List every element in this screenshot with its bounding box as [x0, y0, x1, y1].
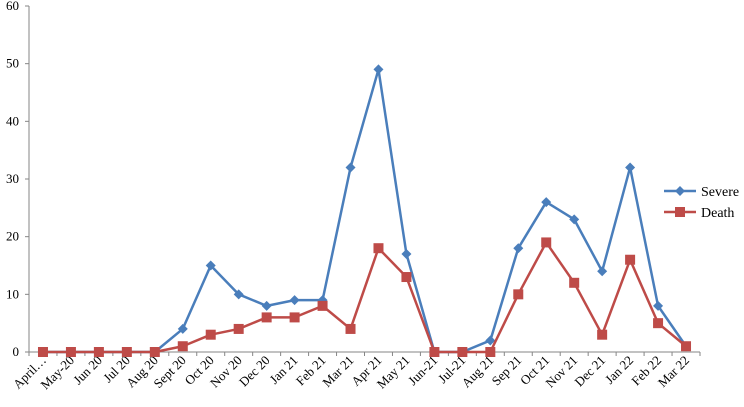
data-point-death: [597, 329, 608, 340]
data-point-death: [457, 347, 468, 357]
data-point-death: [317, 300, 328, 311]
legend-label: Death: [701, 206, 734, 221]
x-tick-label: Jun 20: [70, 353, 105, 388]
data-point-severe: [597, 266, 608, 277]
data-point-death: [569, 277, 580, 288]
data-point-severe: [653, 300, 664, 311]
axes: [25, 5, 701, 356]
data-point-severe: [345, 162, 356, 173]
x-tick-label: Mar 21: [319, 353, 356, 390]
x-tick-label: Jun-21: [405, 353, 441, 389]
x-tick-label: Dec 21: [571, 353, 608, 390]
data-point-severe: [373, 64, 384, 75]
data-point-death: [205, 329, 216, 340]
data-point-death: [429, 347, 440, 357]
series-death: [37, 237, 692, 357]
y-tick-label: 10: [6, 286, 19, 301]
y-tick-label: 0: [13, 344, 20, 359]
series-severe: [37, 64, 692, 357]
data-point-severe: [177, 323, 188, 334]
x-tick-label: Mar 22: [655, 353, 692, 390]
y-tick-label: 40: [6, 113, 19, 128]
legend-marker: [675, 186, 685, 196]
y-tick-labels: 0 10 20 30 40 50 60: [6, 0, 19, 359]
data-point-death: [485, 347, 496, 357]
data-point-severe: [233, 289, 244, 300]
data-point-death: [289, 312, 300, 323]
x-tick-label: Aug 21: [459, 353, 497, 391]
data-point-death: [233, 323, 244, 334]
data-point-death: [345, 323, 356, 334]
legend: Severe Death: [664, 185, 739, 221]
data-point-death: [37, 347, 48, 357]
data-point-severe: [569, 214, 580, 225]
series-layer: [37, 64, 692, 357]
data-point-death: [681, 341, 692, 352]
data-point-severe: [513, 243, 524, 254]
x-tick-label: Dec 20: [236, 353, 273, 390]
legend-marker: [675, 207, 685, 217]
data-point-death: [261, 312, 272, 323]
data-point-death: [177, 341, 188, 352]
x-tick-label: Nov 21: [542, 353, 580, 391]
y-tick-label: 30: [6, 171, 19, 186]
data-point-death: [541, 237, 552, 248]
data-point-death: [149, 347, 160, 357]
data-point-death: [121, 347, 132, 357]
x-tick-label: Sep 21: [489, 353, 525, 389]
data-point-death: [373, 243, 384, 254]
legend-item-severe: Severe: [664, 185, 739, 200]
x-tick-label: Sept 20: [150, 353, 188, 391]
data-point-death: [401, 272, 412, 283]
data-point-severe: [485, 335, 496, 346]
data-point-death: [93, 347, 104, 357]
data-point-severe: [205, 260, 216, 271]
series-line-death: [42, 241, 687, 354]
y-tick-label: 20: [6, 229, 19, 244]
data-point-death: [65, 347, 76, 357]
y-tick-label: 60: [6, 0, 19, 13]
data-point-severe: [289, 295, 300, 306]
x-tick-label: Nov 20: [207, 353, 245, 391]
y-tick-label: 50: [6, 56, 19, 71]
data-point-severe: [401, 248, 412, 259]
data-point-severe: [625, 162, 636, 173]
data-point-death: [625, 254, 636, 265]
legend-item-death: Death: [664, 206, 734, 221]
data-point-death: [513, 289, 524, 300]
legend-label: Severe: [701, 185, 739, 200]
data-point-severe: [541, 197, 552, 208]
data-point-severe: [261, 300, 272, 311]
data-point-death: [653, 318, 664, 329]
